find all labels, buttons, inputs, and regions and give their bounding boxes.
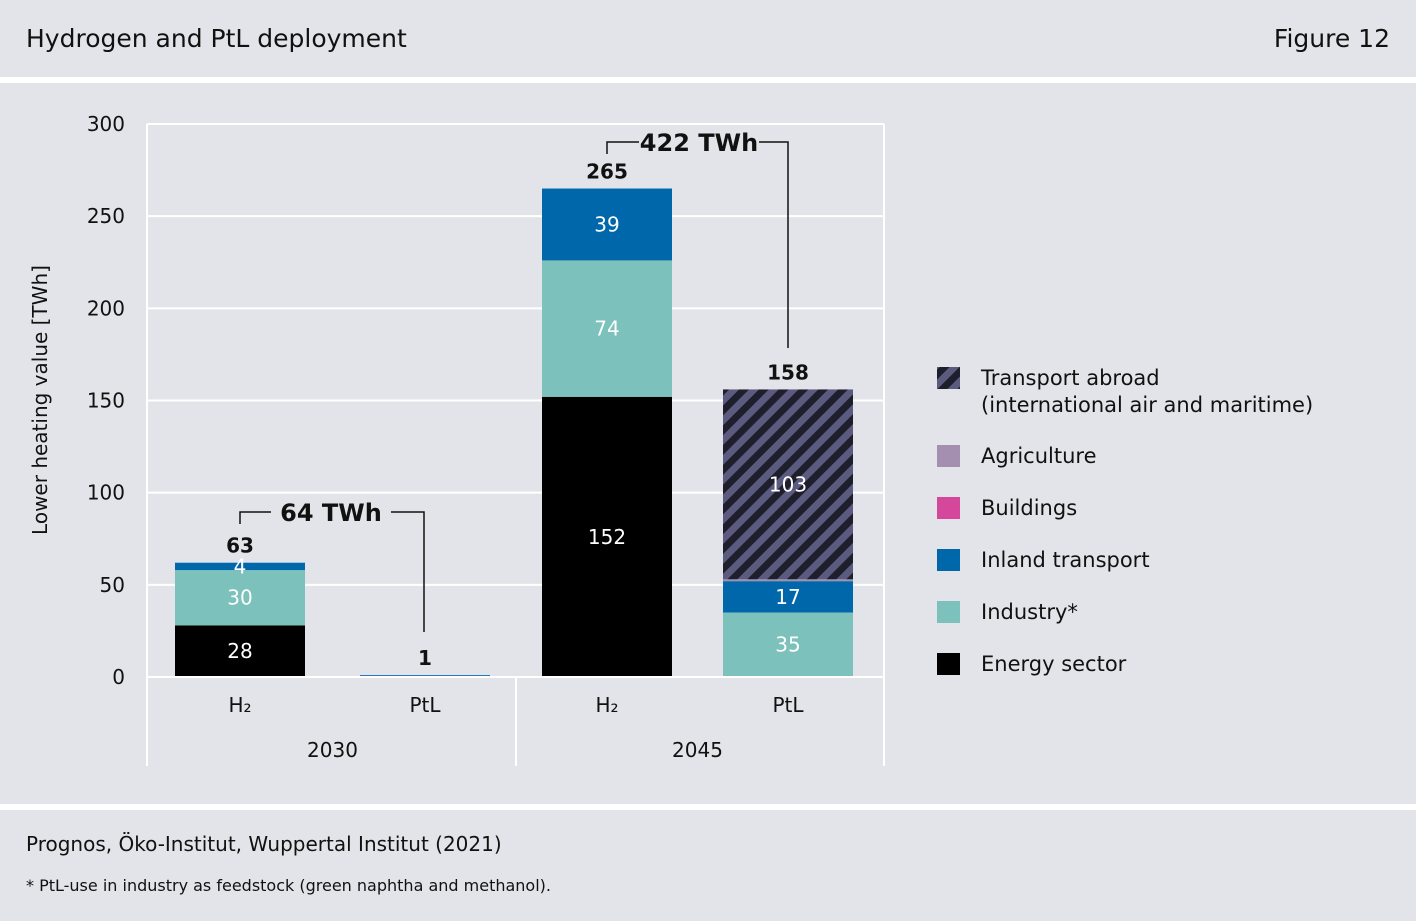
y-tick-label-1: 50 — [100, 573, 125, 597]
bar-segment-agriculture-3 — [723, 579, 853, 582]
y-axis-label: Lower heating value [TWh] — [28, 265, 52, 535]
bar-total-0: 63 — [226, 534, 254, 558]
bar-total-3: 158 — [767, 360, 809, 384]
legend-label-energy_sector: Energy sector — [981, 652, 1127, 676]
bars — [175, 188, 853, 677]
legend-label-buildings: Buildings — [981, 496, 1077, 520]
group-total-1: 422 TWh — [640, 129, 758, 157]
legend-swatch-transport_abroad — [937, 367, 960, 389]
group-total-0: 64 TWh — [280, 499, 382, 527]
group-total-bracket-1 — [606, 141, 789, 348]
x-tick-label-0: H₂ — [228, 693, 251, 717]
data-label-energy_sector-0: 28 — [227, 639, 252, 663]
data-label-inland_transport-0: 4 — [234, 554, 247, 578]
header-divider — [0, 77, 1416, 83]
y-tick-label-2: 100 — [87, 481, 125, 505]
legend-label-industry: Industry* — [981, 600, 1078, 624]
legend-swatch-industry — [937, 601, 960, 623]
stacked-bar-chart: 0 50 100 150 200 250 300 Lower heating value [T… — [28, 112, 1313, 766]
y-tick-label-4: 200 — [87, 296, 125, 320]
bar-segment-industry-0 — [175, 570, 305, 626]
legend: Transport abroad (international air and m… — [937, 366, 1313, 676]
legend-label-transport_abroad-1: (international air and maritime) — [981, 393, 1313, 417]
data-label-inland_transport-2: 39 — [594, 212, 619, 236]
bar-segment-energy_sector-2 — [542, 396, 672, 677]
bar-segment-inland_transport-0 — [175, 562, 305, 571]
bar-segment-industry-2 — [542, 260, 672, 397]
bar-total-1: 1 — [418, 646, 432, 670]
x-tick-label-1: PtL — [409, 693, 441, 717]
legend-swatch-buildings — [937, 497, 960, 519]
y-tick-label-6: 300 — [87, 112, 125, 136]
y-tick-label-0: 0 — [112, 665, 125, 689]
data-label-inland_transport-3: 17 — [775, 585, 800, 609]
legend-swatch-energy_sector — [937, 653, 960, 675]
bar-segment-inland_transport-3 — [723, 581, 853, 613]
axis-frame — [146, 124, 885, 766]
group-label-0: 2030 — [307, 738, 358, 762]
bar-segment-industry-3 — [723, 612, 853, 677]
legend-label-transport_abroad-0: Transport abroad — [980, 366, 1160, 390]
data-label-transport_abroad-3: 103 — [769, 472, 807, 496]
legend-swatch-inland_transport — [937, 549, 960, 571]
x-tick-label-3: PtL — [772, 693, 804, 717]
group-total-bracket-0 — [239, 511, 425, 632]
x-tick-label-2: H₂ — [595, 693, 618, 717]
bar-segment-transport_abroad-3 — [723, 389, 853, 580]
footer-divider — [0, 804, 1416, 810]
data-label-industry-2: 74 — [594, 317, 619, 341]
data-label-industry-0: 30 — [227, 586, 252, 610]
data-label-industry-3: 35 — [775, 633, 800, 657]
legend-label-inland_transport: Inland transport — [981, 548, 1150, 572]
header: Hydrogen and PtL deployment Figure 12 — [0, 0, 1416, 78]
bar-segment-inland_transport-2 — [542, 188, 672, 261]
chart-labels: 0 50 100 150 200 250 300 Lower heating value [T… — [28, 112, 809, 762]
bar-segment-energy_sector-0 — [175, 625, 305, 677]
data-label-energy_sector-2: 152 — [588, 525, 626, 549]
footnote: * PtL-use in industry as feedstock (gree… — [26, 876, 551, 895]
bar-total-2: 265 — [586, 160, 628, 184]
y-tick-label-3: 150 — [87, 389, 125, 413]
figure-title: Hydrogen and PtL deployment — [26, 24, 407, 53]
y-tick-label-5: 250 — [87, 204, 125, 228]
legend-label-agriculture: Agriculture — [981, 444, 1097, 468]
legend-swatch-agriculture — [937, 445, 960, 467]
source-text: Prognos, Öko-Institut, Wuppertal Institu… — [26, 832, 502, 856]
figure-number: Figure 12 — [1273, 24, 1390, 53]
group-label-1: 2045 — [672, 738, 723, 762]
